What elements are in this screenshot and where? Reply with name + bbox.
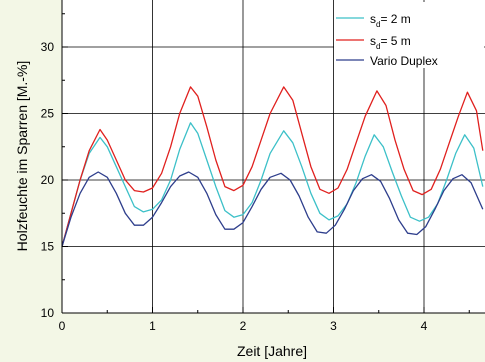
legend-label-sd2-prefix: s bbox=[370, 12, 376, 26]
series-line-sd2 bbox=[61, 122, 484, 247]
x-tick-label: 2 bbox=[240, 319, 247, 333]
y-tick-label: 30 bbox=[41, 40, 55, 54]
legend-label-sd5-suffix: = 5 m bbox=[380, 34, 410, 48]
y-tick-label: 25 bbox=[41, 107, 55, 121]
y-tick-label: 15 bbox=[41, 240, 55, 254]
legend-label-sd5-sub: d bbox=[376, 42, 380, 51]
legend-label-sd2-suffix: = 2 m bbox=[380, 12, 410, 26]
x-tick-label: 4 bbox=[421, 319, 428, 333]
axes bbox=[61, 0, 485, 314]
tick-labels: 0 1 2 3 4 10 15 20 25 30 bbox=[41, 40, 428, 333]
legend-box bbox=[334, 2, 484, 68]
series-layer bbox=[61, 86, 484, 247]
x-tick-label: 0 bbox=[59, 319, 66, 333]
x-tick-label: 3 bbox=[330, 319, 337, 333]
series-line-sd5 bbox=[61, 86, 484, 247]
series-line-vario-duplex bbox=[61, 171, 484, 247]
x-tick-label: 1 bbox=[149, 319, 156, 333]
legend: sd= 2 m sd= 5 m Vario Duplex bbox=[334, 2, 484, 68]
x-axis-label: Zeit [Jahre] bbox=[237, 343, 307, 359]
tick-marks bbox=[61, 13, 470, 314]
y-tick-label: 20 bbox=[41, 173, 55, 187]
legend-label-sd5-prefix: s bbox=[370, 34, 376, 48]
legend-label-sd2: sd= 2 m bbox=[370, 12, 411, 29]
legend-label-sd5: sd= 5 m bbox=[370, 34, 411, 51]
y-tick-label: 10 bbox=[41, 306, 55, 320]
legend-label-sd2-sub: d bbox=[376, 20, 380, 29]
legend-label-vario-duplex: Vario Duplex bbox=[370, 54, 438, 68]
y-axis-label: Holzfeuchte im Sparren [M.-%] bbox=[14, 61, 30, 252]
